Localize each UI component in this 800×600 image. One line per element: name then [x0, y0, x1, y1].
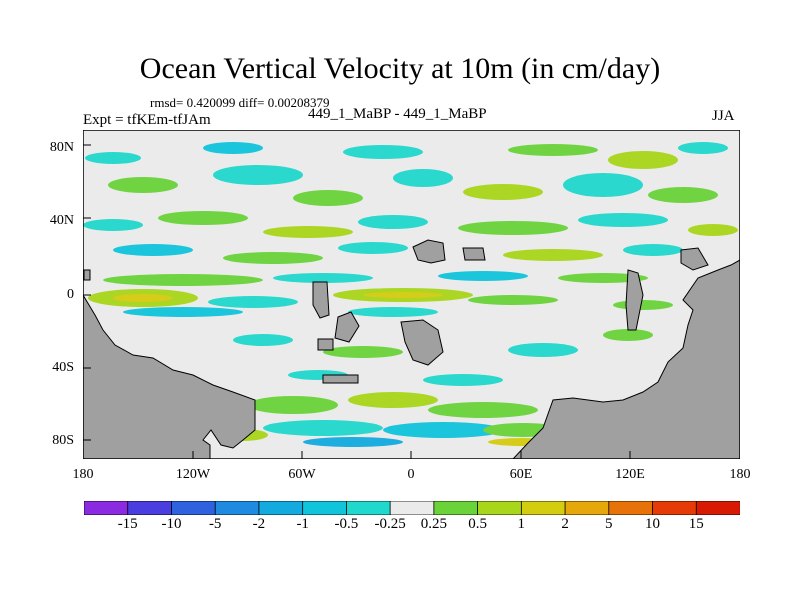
x-tick-180w: 180: [72, 467, 94, 482]
colorbar-label: -2: [252, 516, 266, 532]
colorbar-label: -0.5: [334, 516, 359, 532]
axis-ticks: [83, 144, 631, 459]
chart-title: Ocean Vertical Velocity at 10m (in cm/da…: [139, 52, 661, 85]
colorbar-swatch: [652, 501, 697, 515]
colorbar-label: 5: [605, 516, 613, 532]
y-tick-80n: 80N: [49, 140, 74, 155]
colorbar-label: 10: [645, 516, 660, 532]
y-tick-40s: 40S: [52, 360, 74, 375]
map-plot: [83, 130, 740, 459]
colorbar-swatch: [84, 501, 129, 515]
colorbar-label: -1: [296, 516, 309, 532]
x-tick-60w: 60W: [288, 467, 316, 482]
y-tick-0: 0: [67, 287, 74, 302]
x-tick-60e: 60E: [509, 467, 533, 482]
colorbar-swatch: [608, 501, 654, 515]
colorbar-label: -10: [161, 516, 182, 532]
rmsd-diff-stats: rmsd= 0.420099 diff= 0.00208379: [150, 95, 330, 110]
colorbar-label: 15: [688, 516, 704, 532]
colorbar-swatch: [477, 501, 523, 515]
x-tick-120e: 120E: [615, 467, 645, 482]
colorbar-swatch: [127, 501, 173, 515]
x-tick-0: 0: [407, 467, 415, 482]
colorbar-label: 1: [517, 516, 526, 532]
difference-label: 449_1_MaBP - 449_1_MaBP: [308, 106, 487, 122]
colorbar-swatch: [171, 501, 216, 515]
colorbar-label: 0.25: [420, 516, 448, 532]
colorbar-swatch: [302, 501, 348, 515]
colorbar-label: -5: [208, 516, 222, 532]
colorbar-swatch: [389, 501, 435, 515]
x-tick-120w: 120W: [175, 467, 211, 482]
colorbar: [84, 501, 740, 515]
colorbar-label: 2: [561, 516, 569, 532]
colorbar-label: -15: [117, 516, 138, 532]
y-tick-80s: 80S: [52, 433, 74, 448]
colorbar-swatch: [258, 501, 304, 515]
colorbar-swatch: [695, 501, 740, 515]
colorbar-swatch: [433, 501, 479, 515]
colorbar-label: 0.5: [468, 516, 487, 532]
y-tick-40n: 40N: [49, 213, 74, 228]
colorbar-swatch: [345, 501, 391, 515]
colorbar-swatch: [564, 501, 610, 515]
season-label: JJA: [712, 108, 735, 124]
colorbar-swatch: [214, 501, 260, 515]
x-tick-180e: 180: [729, 467, 751, 482]
land-mask: [83, 239, 740, 459]
colorbar-label: -0.25: [374, 516, 406, 532]
experiment-label: Expt = tfKEm-tfJAm: [83, 112, 211, 128]
colorbar-swatch: [520, 501, 566, 515]
